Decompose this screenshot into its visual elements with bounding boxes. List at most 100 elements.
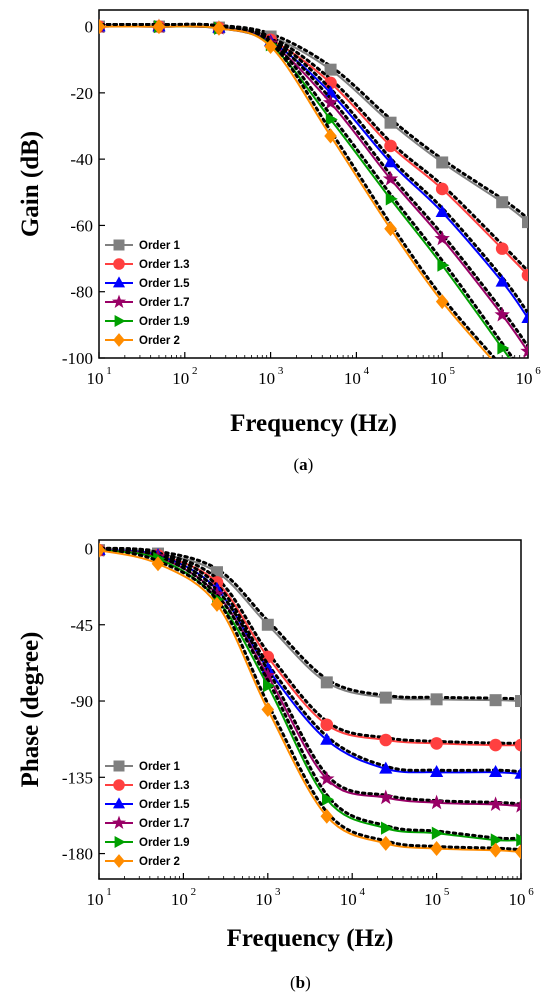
data-point [435, 182, 449, 196]
data-point [380, 821, 393, 835]
data-point [210, 596, 224, 612]
data-point [264, 38, 277, 54]
series-order-1 [99, 20, 528, 229]
legend-item: Order 1 [105, 239, 181, 252]
gain-chart: 10 1 10 2 10 3 10 4 10 5 10 60-20-40-60-80-100Frequ… [17, 9, 541, 474]
x-tick-exponent: 5 [449, 365, 455, 377]
y-tick-label: -90 [70, 692, 93, 711]
y-axis-label: Phase (degree) [17, 632, 44, 788]
data-point [514, 844, 521, 860]
data-point [515, 695, 521, 708]
data-point [428, 794, 445, 810]
series-order-2 [99, 542, 521, 860]
data-point [487, 796, 504, 811]
x-tick-exponent: 3 [275, 886, 281, 898]
data-point [490, 833, 503, 847]
data-point [495, 274, 509, 287]
legend-item: Order 1 [105, 760, 181, 773]
data-point [379, 733, 393, 747]
x-tick-label: 10 [424, 890, 441, 909]
data-point [263, 679, 275, 693]
y-tick-label: -100 [62, 349, 93, 368]
series-line [99, 549, 521, 853]
data-point [152, 19, 166, 35]
reference-curve [99, 22, 515, 358]
x-axis-label: Frequency (Hz) [227, 925, 394, 952]
x-tick-label: 10 [255, 890, 272, 909]
x-tick-label: 10 [172, 369, 189, 388]
x-tick-exponent: 4 [359, 886, 365, 898]
legend-label: Order 1.3 [139, 780, 190, 792]
x-tick-exponent: 1 [106, 365, 112, 377]
reference-curve [99, 546, 521, 841]
data-point [379, 835, 393, 851]
data-point [99, 19, 106, 35]
reference-curve [99, 546, 521, 806]
legend-marker [114, 835, 126, 849]
legend-item: Order 1.7 [105, 294, 190, 309]
legend-marker [113, 258, 125, 270]
data-point [383, 155, 398, 168]
data-point [516, 833, 521, 847]
series-line [99, 549, 521, 775]
series-line [99, 25, 493, 358]
data-point [513, 798, 521, 813]
x-tick-label: 10 [171, 890, 188, 909]
legend-label: Order 1.7 [139, 297, 190, 309]
x-axis-label: Frequency (Hz) [230, 410, 397, 437]
data-point [520, 343, 528, 358]
data-point [434, 230, 450, 246]
x-tick-label: 10 [258, 369, 275, 388]
data-point [522, 216, 528, 229]
legend-label: Order 1.7 [139, 818, 190, 830]
y-axis-label: Gain (dB) [17, 131, 44, 237]
plot-area [99, 18, 528, 358]
reference-curve [99, 546, 521, 701]
reference-curve [99, 546, 521, 774]
data-point [151, 556, 165, 572]
data-point [514, 738, 521, 752]
data-point [430, 693, 443, 706]
data-point [321, 792, 334, 806]
data-point [320, 718, 334, 732]
data-point [325, 112, 338, 126]
data-point [324, 128, 337, 144]
legend-marker [111, 294, 127, 309]
series-line [99, 549, 521, 703]
series-line [99, 25, 528, 223]
legend-label: Order 2 [139, 856, 180, 868]
y-tick-label: -180 [62, 845, 93, 864]
data-point [322, 94, 339, 110]
y-tick-label: -60 [70, 216, 93, 235]
data-point [379, 691, 392, 704]
panel-caption: (b) [290, 973, 311, 992]
data-point [489, 694, 502, 707]
data-point [488, 765, 503, 778]
data-point [384, 116, 397, 129]
legend: Order 1 Order 1.3 Order 1.5 Order 1.7 Order … [105, 760, 190, 868]
data-point [379, 761, 393, 774]
y-tick-label: -135 [62, 768, 93, 787]
data-point [521, 268, 528, 282]
legend-marker [111, 815, 127, 830]
reference-curve [99, 22, 497, 358]
data-point [494, 306, 510, 322]
plot-frame [98, 9, 529, 359]
y-tick-label: -20 [70, 84, 93, 103]
legend-label: Order 1.9 [139, 316, 190, 328]
x-tick-exponent: 3 [278, 365, 284, 377]
data-point [320, 808, 334, 824]
data-point [497, 341, 510, 355]
phase-chart: 10 1 10 2 10 3 10 4 10 5 10 60-45-90-135-180Frequen… [17, 539, 534, 992]
y-tick-label: 0 [85, 18, 94, 37]
x-tick-exponent: 2 [191, 886, 197, 898]
data-point [385, 192, 398, 206]
x-tick-exponent: 6 [528, 886, 534, 898]
data-point [382, 170, 399, 186]
data-point [378, 789, 394, 805]
data-point [435, 204, 449, 217]
x-tick-label: 10 [87, 369, 104, 388]
y-tick-label: -80 [70, 283, 93, 302]
reference-curve [99, 546, 521, 745]
data-point [495, 242, 509, 255]
